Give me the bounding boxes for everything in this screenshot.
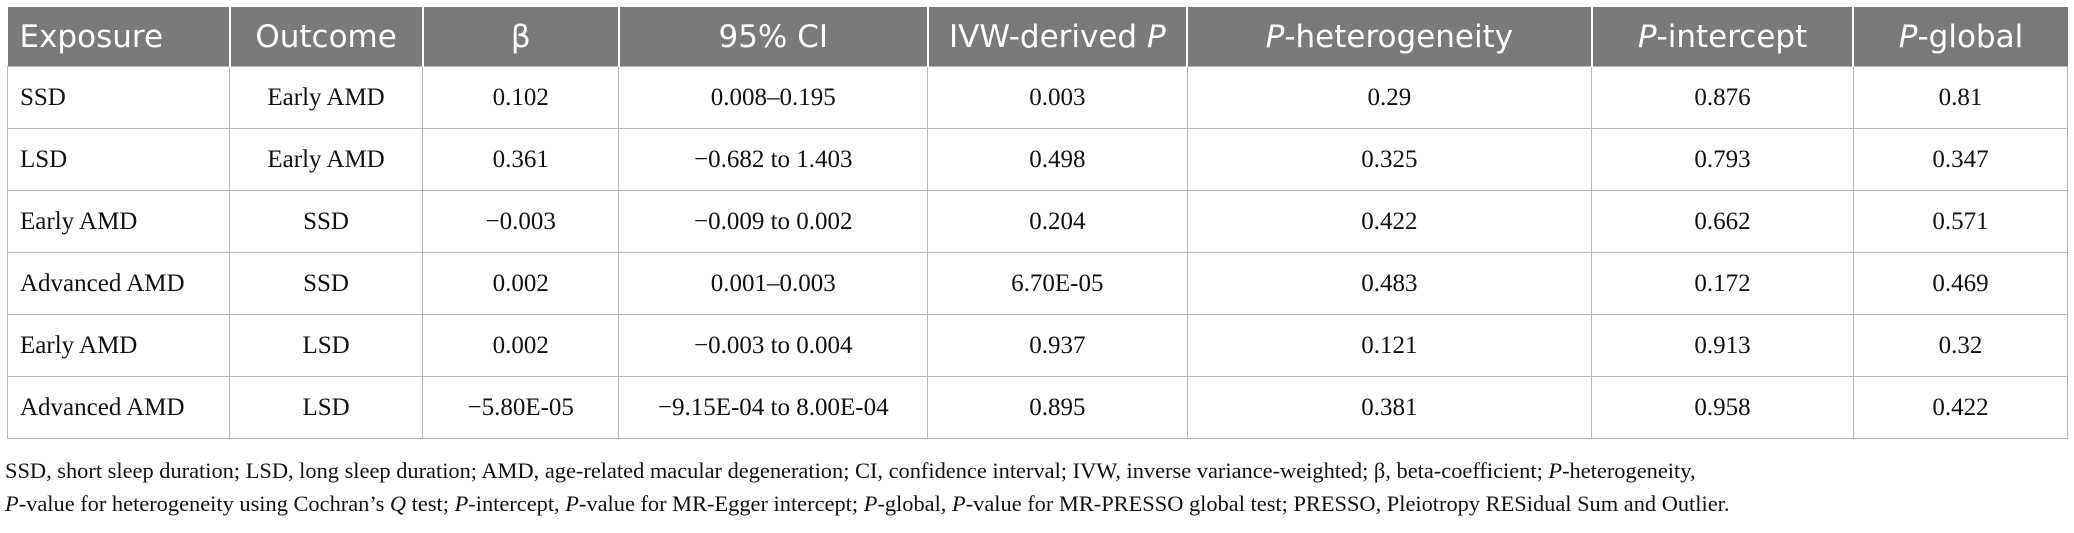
cell-outcome: Early AMD — [229, 128, 424, 191]
table-row: Early AMD SSD −0.003 −0.009 to 0.002 0.204 0.… — [6, 190, 2069, 253]
table-row: Advanced AMD LSD −5.80E-05 −9.15E-04 to 8.0… — [6, 376, 2069, 439]
cell-p-global: 0.347 — [1852, 128, 2069, 191]
header-ivw-p: IVW-derived P — [927, 7, 1189, 67]
cell-p-intercept: 0.876 — [1591, 66, 1854, 129]
cell-outcome: Early AMD — [229, 66, 424, 129]
cell-p-heterogeneity: 0.29 — [1186, 66, 1593, 129]
header-row: Exposure Outcome β 95% CI IVW-derived P P-het… — [7, 7, 2068, 67]
header-text: 95% CI — [718, 18, 829, 55]
cell-outcome: SSD — [229, 252, 424, 315]
table-row: LSD Early AMD 0.361 −0.682 to 1.403 0.498 0.3… — [6, 128, 2069, 191]
cell-ci: 0.001–0.003 — [618, 252, 929, 315]
header-text-suffix: -global — [1917, 18, 2024, 55]
cell-p-intercept: 0.958 — [1591, 376, 1854, 439]
header-text: β — [510, 18, 531, 55]
footnote-segment: -value for heterogeneity using Cochran’s — [18, 491, 390, 516]
cell-p-heterogeneity: 0.121 — [1186, 314, 1593, 377]
footnote-segment: P — [863, 491, 878, 516]
cell-ivw-p: 6.70E-05 — [927, 252, 1188, 315]
footnote-segment: P — [454, 491, 469, 516]
footnote-line-2: P-value for heterogeneity using Cochran’… — [5, 487, 2069, 520]
cell-outcome: LSD — [229, 376, 424, 439]
header-italic-text: P — [1898, 18, 1918, 55]
cell-exposure: SSD — [6, 66, 231, 129]
cell-p-intercept: 0.913 — [1591, 314, 1854, 377]
cell-ci: −0.009 to 0.002 — [618, 190, 929, 253]
cell-p-heterogeneity: 0.381 — [1186, 376, 1593, 439]
footnote-segment: test; — [406, 491, 455, 516]
cell-beta: −0.003 — [422, 190, 620, 253]
table-row: Early AMD LSD 0.002 −0.003 to 0.004 0.937 0.1… — [6, 314, 2069, 377]
cell-p-heterogeneity: 0.325 — [1186, 128, 1593, 191]
footnote-line-1: SSD, short sleep duration; LSD, long sle… — [5, 454, 2069, 487]
footnote-segment: SSD, short sleep duration; LSD, long sle… — [5, 458, 1549, 483]
header-text-suffix: -intercept — [1656, 18, 1808, 55]
cell-p-intercept: 0.662 — [1591, 190, 1854, 253]
cell-outcome: SSD — [229, 190, 424, 253]
header-outcome: Outcome — [229, 7, 424, 67]
header-italic-text: P — [1146, 18, 1166, 55]
cell-ci: −0.682 to 1.403 — [618, 128, 929, 191]
cell-exposure: Advanced AMD — [6, 252, 231, 315]
footnote-segment: P — [1548, 458, 1563, 483]
cell-ivw-p: 0.895 — [927, 376, 1188, 439]
cell-ivw-p: 0.204 — [927, 190, 1188, 253]
footnote-segment: Q — [389, 491, 407, 516]
table-container: Exposure Outcome β 95% CI IVW-derived P P-het… — [6, 7, 2069, 439]
cell-exposure: Early AMD — [6, 190, 231, 253]
cell-ivw-p: 0.003 — [927, 66, 1188, 129]
header-p-global: P-global — [1853, 7, 2068, 67]
header-text-suffix: -heterogeneity — [1284, 18, 1514, 55]
cell-exposure: LSD — [6, 128, 231, 191]
cell-exposure: Early AMD — [6, 314, 231, 377]
cell-ci: −9.15E-04 to 8.00E-04 — [618, 376, 929, 439]
cell-outcome: LSD — [229, 314, 424, 377]
footnote-segment: -heterogeneity, — [1562, 458, 1696, 483]
table-row: Advanced AMD SSD 0.002 0.001–0.003 6.70E-05 0… — [6, 252, 2069, 315]
table-footnote: SSD, short sleep duration; LSD, long sle… — [5, 454, 2069, 520]
cell-p-global: 0.32 — [1852, 314, 2069, 377]
cell-beta: 0.002 — [422, 314, 620, 377]
footnote-segment: -global, — [877, 491, 952, 516]
table-body: SSD Early AMD 0.102 0.008–0.195 0.003 0.29 0.8… — [6, 66, 2069, 439]
table-row: SSD Early AMD 0.102 0.008–0.195 0.003 0.29 0.8… — [6, 66, 2069, 129]
header-ci: 95% CI — [618, 7, 929, 67]
cell-p-intercept: 0.793 — [1591, 128, 1854, 191]
cell-p-global: 0.469 — [1852, 252, 2069, 315]
footnote-segment: P — [5, 491, 19, 516]
cell-p-global: 0.422 — [1852, 376, 2069, 439]
footnote-segment: -value for MR-Egger intercept; — [578, 491, 864, 516]
cell-beta: −5.80E-05 — [422, 376, 620, 439]
cell-ci: 0.008–0.195 — [618, 66, 929, 129]
header-text: IVW-derived — [948, 18, 1147, 55]
cell-exposure: Advanced AMD — [6, 376, 231, 439]
mr-results-table: Exposure Outcome β 95% CI IVW-derived P P-het… — [6, 7, 2069, 439]
header-p-intercept: P-intercept — [1591, 7, 1855, 67]
cell-beta: 0.361 — [422, 128, 620, 191]
cell-ivw-p: 0.937 — [927, 314, 1188, 377]
cell-ci: −0.003 to 0.004 — [618, 314, 929, 377]
cell-ivw-p: 0.498 — [927, 128, 1188, 191]
header-text: Exposure — [19, 18, 164, 55]
header-text: Outcome — [255, 18, 397, 55]
header-italic-text: P — [1637, 18, 1657, 55]
cell-beta: 0.102 — [422, 66, 620, 129]
cell-p-heterogeneity: 0.483 — [1186, 252, 1593, 315]
cell-p-global: 0.81 — [1852, 66, 2069, 129]
footnote-segment: -intercept, — [468, 491, 566, 516]
cell-beta: 0.002 — [422, 252, 620, 315]
footnote-segment: P — [565, 491, 579, 516]
header-beta: β — [422, 7, 620, 67]
cell-p-heterogeneity: 0.422 — [1186, 190, 1593, 253]
header-p-heterogeneity: P-heterogeneity — [1187, 7, 1593, 67]
footnote-segment: -value for MR-PRESSO global test; PRESSO… — [965, 491, 1730, 516]
header-italic-text: P — [1265, 18, 1285, 55]
cell-p-global: 0.571 — [1852, 190, 2069, 253]
footnote-segment: P — [952, 491, 966, 516]
cell-p-intercept: 0.172 — [1591, 252, 1854, 315]
header-exposure: Exposure — [7, 7, 231, 67]
